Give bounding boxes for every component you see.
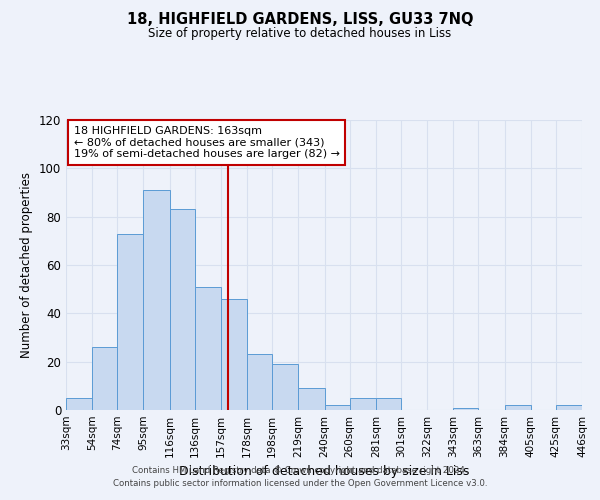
Bar (505, 405, 531, 410)
Bar (556, 405, 582, 410)
Bar (247, 354, 272, 410)
Bar (221, 299, 247, 410)
Bar (376, 398, 401, 410)
Bar (143, 190, 170, 410)
X-axis label: Distribution of detached houses by size in Liss: Distribution of detached houses by size … (179, 466, 469, 478)
Bar (454, 408, 478, 410)
Bar (325, 405, 350, 410)
Text: 18 HIGHFIELD GARDENS: 163sqm
← 80% of detached houses are smaller (343)
19% of s: 18 HIGHFIELD GARDENS: 163sqm ← 80% of de… (74, 126, 340, 159)
Text: Contains HM Land Registry data © Crown copyright and database right 2024.
Contai: Contains HM Land Registry data © Crown c… (113, 466, 487, 487)
Y-axis label: Number of detached properties: Number of detached properties (20, 172, 33, 358)
Bar (66, 398, 92, 410)
Bar (298, 388, 325, 410)
Bar (117, 234, 143, 410)
Text: 18, HIGHFIELD GARDENS, LISS, GU33 7NQ: 18, HIGHFIELD GARDENS, LISS, GU33 7NQ (127, 12, 473, 28)
Bar (272, 364, 298, 410)
Bar (194, 287, 221, 410)
Bar (350, 398, 376, 410)
Text: Size of property relative to detached houses in Liss: Size of property relative to detached ho… (148, 28, 452, 40)
Bar (170, 210, 194, 410)
Bar (92, 347, 117, 410)
